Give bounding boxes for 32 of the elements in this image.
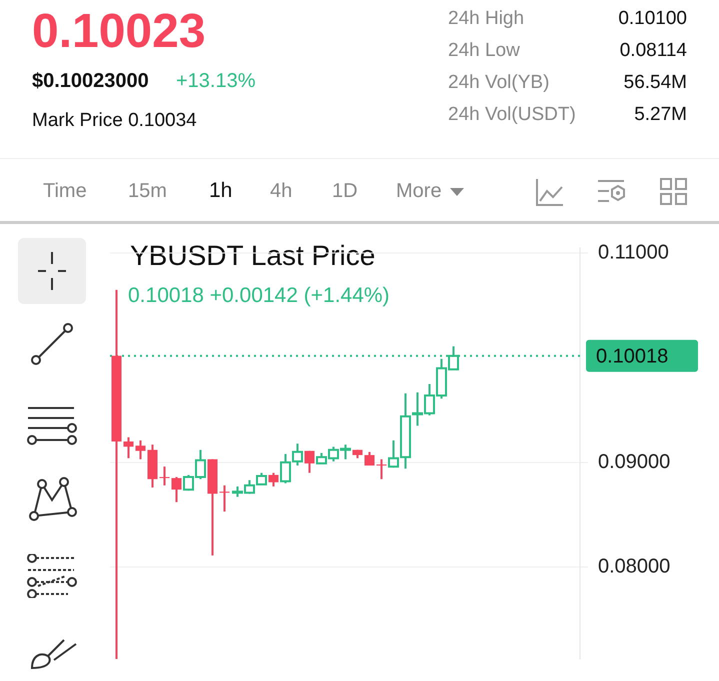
text: Time (43, 180, 87, 203)
candlestick (136, 439, 146, 460)
text: 56.54M (624, 72, 687, 94)
text: 0.10023 (32, 4, 206, 59)
text: 24h Vol(USDT) (448, 104, 576, 126)
y-tick-label: 0.11000 (598, 242, 669, 264)
text: +13.13% (176, 70, 256, 93)
candlestick (304, 450, 314, 474)
y-tick-label: 0.08000 (598, 555, 670, 578)
candlestick (160, 466, 170, 486)
candlestick (124, 436, 134, 460)
candlestick (376, 458, 386, 480)
ref-line-label: 0.10018 (596, 345, 668, 368)
text: 0.08114 (620, 40, 687, 62)
text: 1h (209, 179, 232, 203)
y-tick-label: 0.09000 (598, 450, 670, 473)
text: 5.27M (634, 104, 687, 126)
text: Mark Price 0.10034 (32, 110, 197, 132)
text: 15m (128, 180, 167, 203)
candlestick (268, 472, 278, 488)
candlestick (220, 484, 230, 513)
text: 0.10100 (618, 8, 687, 30)
text: More (396, 180, 443, 203)
text: $0.10023000 (32, 70, 149, 93)
text: 1D (332, 180, 358, 203)
text: 24h Low (448, 40, 520, 62)
text: 24h Vol(YB) (448, 72, 550, 94)
text: 4h (270, 180, 292, 203)
text: 24h High (448, 8, 524, 30)
candlestick (172, 476, 182, 504)
text: 0.10018 +0.00142 (+1.44%) (128, 284, 390, 308)
candlestick (364, 450, 374, 467)
